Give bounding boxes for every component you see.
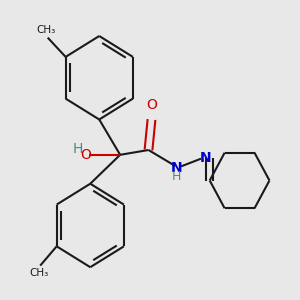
Text: O: O: [146, 98, 157, 112]
Text: CH₃: CH₃: [37, 25, 56, 35]
Text: N: N: [171, 161, 183, 175]
Text: H: H: [72, 142, 82, 156]
Text: CH₃: CH₃: [29, 268, 48, 278]
Text: N: N: [200, 151, 211, 165]
Text: H: H: [172, 170, 182, 183]
Text: O: O: [80, 148, 91, 162]
